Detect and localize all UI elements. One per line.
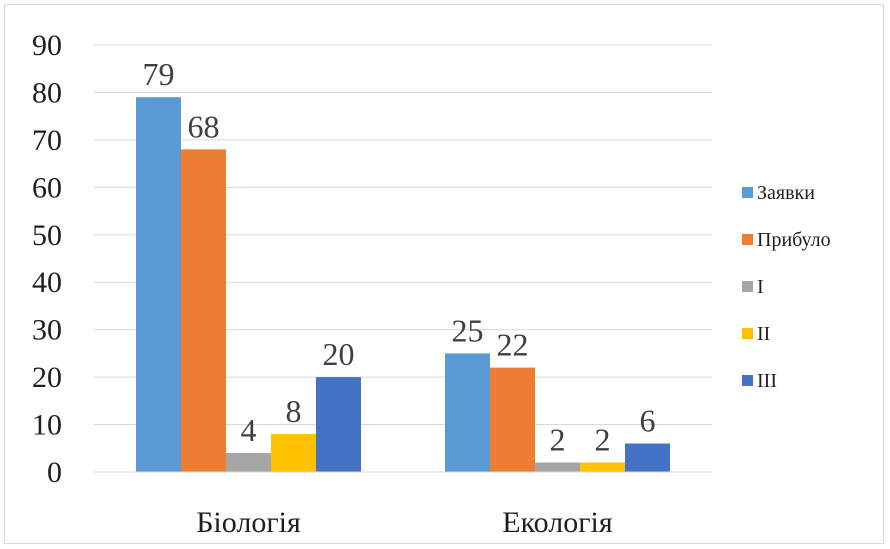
legend-label-4: III xyxy=(757,370,777,392)
bar-1-1 xyxy=(490,367,535,472)
legend-swatch-4 xyxy=(742,375,753,386)
legend-label-0: Заявки xyxy=(757,182,815,204)
bar-0-2 xyxy=(226,453,271,472)
data-label-1-1: 22 xyxy=(497,327,529,363)
legend-swatch-2 xyxy=(742,281,753,292)
legend-swatch-1 xyxy=(742,234,753,245)
data-label-0-1: 68 xyxy=(188,108,220,144)
y-tick-label-80: 80 xyxy=(32,76,62,109)
y-tick-label-60: 60 xyxy=(32,171,62,204)
bar-1-0 xyxy=(445,353,490,472)
bar-0-4 xyxy=(316,377,361,472)
y-tick-label-90: 90 xyxy=(32,29,62,62)
legend-swatch-3 xyxy=(742,328,753,339)
bar-0-1 xyxy=(181,149,226,472)
data-label-0-0: 79 xyxy=(143,56,175,92)
x-tick-label-0: Біологія xyxy=(196,506,301,539)
y-tick-label-30: 30 xyxy=(32,314,62,347)
y-tick-label-0: 0 xyxy=(47,456,62,489)
y-tick-label-20: 20 xyxy=(32,361,62,394)
bar-0-0 xyxy=(136,97,181,472)
data-label-1-0: 25 xyxy=(452,312,484,348)
legend-label-2: I xyxy=(757,276,764,298)
legend-swatch-0 xyxy=(742,187,753,198)
bar-1-4 xyxy=(625,443,670,472)
x-tick-label-1: Екологія xyxy=(502,506,613,539)
data-label-1-2: 2 xyxy=(550,422,566,458)
data-label-0-2: 4 xyxy=(241,412,257,448)
bar-1-2 xyxy=(535,462,580,472)
data-label-1-4: 6 xyxy=(640,403,656,439)
y-tick-label-40: 40 xyxy=(32,266,62,299)
data-label-0-4: 20 xyxy=(323,336,355,372)
data-label-0-3: 8 xyxy=(286,393,302,429)
y-tick-label-50: 50 xyxy=(32,219,62,252)
legend-label-1: Прибуло xyxy=(757,229,831,251)
bar-0-3 xyxy=(271,434,316,472)
legend-label-3: II xyxy=(757,323,770,345)
y-tick-label-70: 70 xyxy=(32,124,62,157)
data-label-1-3: 2 xyxy=(595,422,611,458)
bar-1-3 xyxy=(580,462,625,472)
y-tick-label-10: 10 xyxy=(32,409,62,442)
